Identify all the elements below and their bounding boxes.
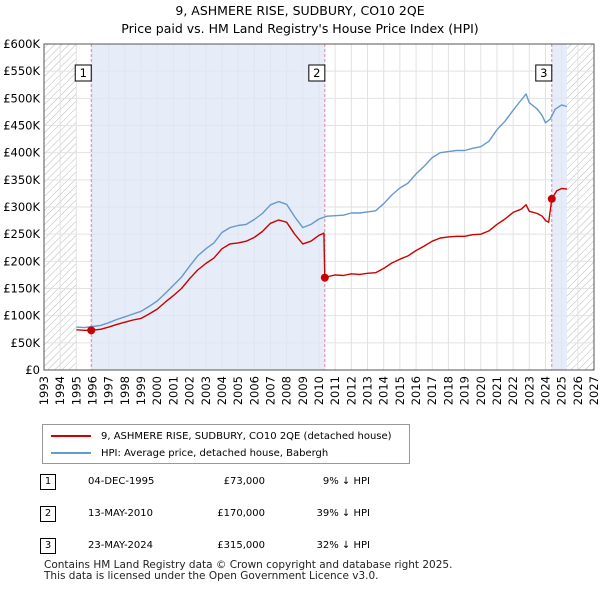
sale-points bbox=[87, 194, 556, 335]
price-chart: 1 2 3 £0 £50K £100K £150K £200K £250K £300K £350K… bbox=[3, 37, 600, 405]
sale-number-badge: 1 bbox=[40, 474, 56, 490]
x-tick-label: 2020 bbox=[474, 376, 488, 405]
footer-line2: This data is licensed under the Open Gov… bbox=[44, 570, 379, 582]
y-tick-label: £600K bbox=[3, 37, 40, 51]
x-tick-label: 2005 bbox=[231, 376, 245, 405]
legend-item-hpi: HPI: Average price, detached house, Babe… bbox=[51, 446, 328, 460]
x-tick-label: 2013 bbox=[361, 376, 375, 405]
x-tick-label: 2021 bbox=[490, 376, 504, 405]
x-tick-label: 2000 bbox=[150, 376, 164, 405]
sale-flag-label: 2 bbox=[313, 66, 320, 80]
x-tick-label: 2008 bbox=[280, 376, 294, 405]
sale-flag-box bbox=[74, 64, 92, 82]
x-tick-label: 1994 bbox=[53, 376, 67, 405]
sale-flag-box bbox=[535, 64, 553, 82]
x-tick-label: 1997 bbox=[102, 376, 116, 405]
x-tick-label: 2002 bbox=[183, 376, 197, 405]
legend-swatch-hpi bbox=[51, 452, 91, 454]
legend-label-property: 9, ASHMERE RISE, SUDBURY, CO10 2QE (deta… bbox=[101, 430, 392, 442]
chart-title: 9, ASHMERE RISE, SUDBURY, CO10 2QE Price… bbox=[0, 2, 600, 38]
sale-price: £315,000 bbox=[217, 540, 265, 551]
sale-hpi-diff: 32% ↓ HPI bbox=[316, 540, 370, 551]
sale-point bbox=[547, 194, 556, 203]
sale-hpi-diff: 9% ↓ HPI bbox=[322, 476, 370, 487]
sale-number-badge: 3 bbox=[40, 538, 56, 554]
y-tick-label: £150K bbox=[3, 282, 40, 296]
y-tick-label: £550K bbox=[3, 64, 40, 78]
y-tick-label: £50K bbox=[11, 336, 41, 350]
sale-number-badge: 2 bbox=[40, 506, 56, 522]
x-tick-label: 2017 bbox=[425, 376, 439, 405]
x-tick-label: 1996 bbox=[86, 376, 100, 405]
x-tick-label: 2016 bbox=[409, 376, 423, 405]
x-tick-label: 2003 bbox=[199, 376, 213, 405]
x-tick-label: 2011 bbox=[328, 376, 342, 405]
sale-flag-label: 1 bbox=[80, 66, 87, 80]
y-tick-label: £400K bbox=[3, 146, 40, 160]
x-tick-label: 2010 bbox=[312, 376, 326, 405]
sale-date: 13-MAY-2010 bbox=[88, 508, 154, 519]
x-tick-label: 2018 bbox=[441, 376, 455, 405]
series-layer bbox=[76, 93, 568, 331]
x-tick-label: 2015 bbox=[393, 376, 407, 405]
sale-date: 04-DEC-1995 bbox=[88, 476, 155, 487]
x-tick-label: 2024 bbox=[538, 376, 552, 405]
legend-label-hpi: HPI: Average price, detached house, Babe… bbox=[101, 447, 329, 459]
ownership-shade bbox=[91, 44, 325, 370]
sale-marker-lines bbox=[90, 44, 553, 370]
sale-price: £73,000 bbox=[223, 476, 265, 487]
sale-hpi-diff: 39% ↓ HPI bbox=[316, 508, 370, 519]
y-tick-label: £250K bbox=[3, 227, 40, 241]
x-tick-label: 2026 bbox=[571, 376, 585, 405]
x-tick-label: 1998 bbox=[118, 376, 132, 405]
x-tick-label: 1993 bbox=[37, 376, 51, 405]
x-tick-label: 2006 bbox=[247, 376, 261, 405]
sale-flag-label: 3 bbox=[540, 66, 547, 80]
legend: 9, ASHMERE RISE, SUDBURY, CO10 2QE (deta… bbox=[42, 424, 410, 464]
chart-title-line1: 9, ASHMERE RISE, SUDBURY, CO10 2QE bbox=[175, 3, 425, 18]
sale-point bbox=[320, 273, 329, 282]
x-tick-label: 2022 bbox=[506, 376, 520, 405]
sale-row: 2 13-MAY-2010 £170,000 39% ↓ HPI bbox=[40, 506, 400, 526]
x-tick-label: 2004 bbox=[215, 376, 229, 405]
y-tick-label: £300K bbox=[3, 200, 40, 214]
footer: Contains HM Land Registry data © Crown c… bbox=[44, 560, 452, 582]
sale-flag-box bbox=[308, 64, 326, 82]
sale-date: 23-MAY-2024 bbox=[88, 540, 154, 551]
y-tick-label: £350K bbox=[3, 173, 40, 187]
x-tick-label: 2023 bbox=[522, 376, 536, 405]
x-tick-label: 2007 bbox=[263, 376, 277, 405]
x-tick-label: 1995 bbox=[69, 376, 83, 405]
sale-row: 1 04-DEC-1995 £73,000 9% ↓ HPI bbox=[40, 474, 400, 494]
x-tick-label: 2014 bbox=[377, 376, 391, 405]
x-tick-label: 2001 bbox=[166, 376, 180, 405]
x-tick-label: 2027 bbox=[587, 376, 600, 405]
ownership-shade bbox=[551, 44, 567, 370]
x-tick-label: 2012 bbox=[344, 376, 358, 405]
x-tick-label: 1999 bbox=[134, 376, 148, 405]
axes-frame bbox=[43, 43, 595, 371]
y-tick-label: £450K bbox=[3, 119, 40, 133]
series-line-hpi bbox=[76, 93, 568, 329]
legend-item-property: 9, ASHMERE RISE, SUDBURY, CO10 2QE (deta… bbox=[51, 429, 392, 443]
y-tick-label: £0 bbox=[25, 363, 40, 377]
sale-flags: 1 2 3 bbox=[74, 64, 553, 82]
chart-title-line2: Price paid vs. HM Land Registry's House … bbox=[121, 21, 479, 36]
series-line-property bbox=[76, 187, 568, 331]
axes: £0 £50K £100K £150K £200K £250K £300K £350K £400… bbox=[3, 37, 600, 405]
x-tick-label: 2025 bbox=[555, 376, 569, 405]
y-tick-label: £100K bbox=[3, 309, 40, 323]
x-tick-label: 2009 bbox=[296, 376, 310, 405]
sale-row: 3 23-MAY-2024 £315,000 32% ↓ HPI bbox=[40, 538, 400, 558]
y-tick-label: £500K bbox=[3, 91, 40, 105]
sale-price: £170,000 bbox=[217, 508, 265, 519]
y-tick-label: £200K bbox=[3, 254, 40, 268]
footer-line1: Contains HM Land Registry data © Crown c… bbox=[44, 559, 453, 571]
legend-swatch-property bbox=[51, 435, 91, 437]
sale-point bbox=[87, 326, 96, 335]
x-tick-label: 2019 bbox=[458, 376, 472, 405]
